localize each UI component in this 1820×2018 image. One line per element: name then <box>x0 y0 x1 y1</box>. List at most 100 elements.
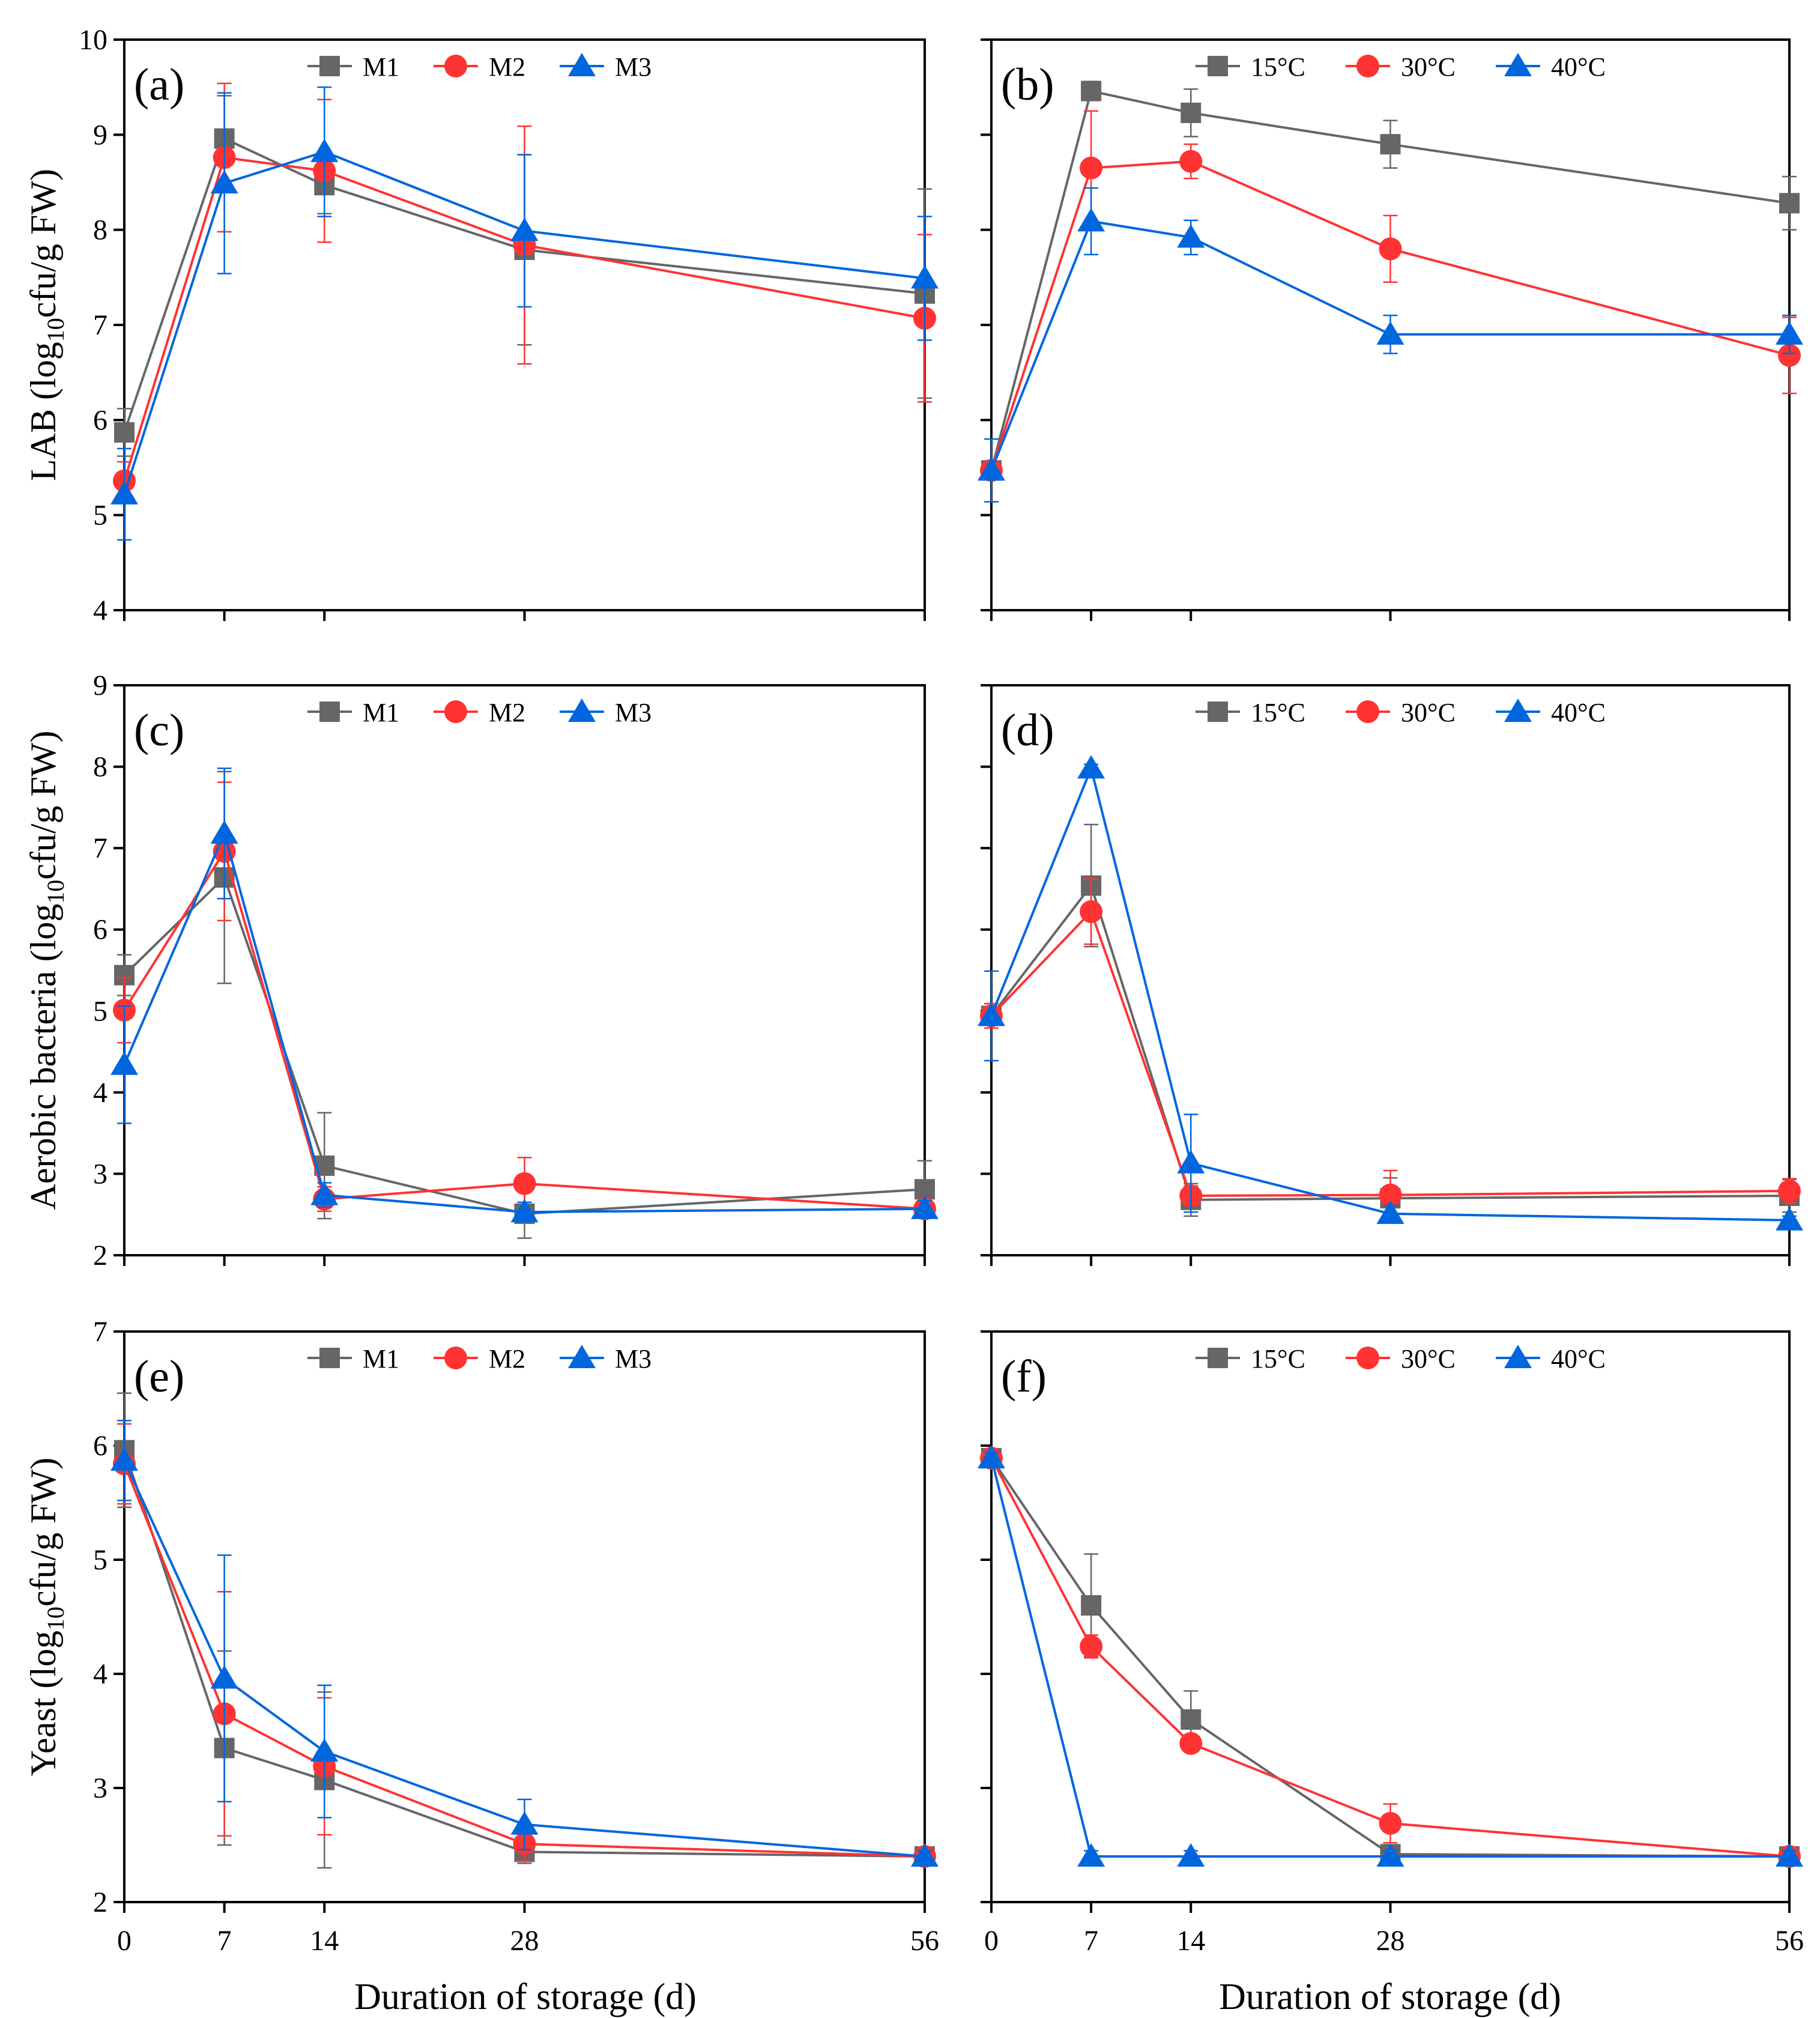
legend-label: M3 <box>615 52 652 82</box>
data-point <box>1376 321 1404 345</box>
legend-marker <box>444 55 467 77</box>
legend-label: M2 <box>489 52 525 82</box>
series-40C <box>978 187 1803 503</box>
data-point <box>911 1843 939 1867</box>
legend: 15°C 30°C 40°C <box>1196 52 1606 82</box>
series-40C <box>978 1444 1803 1867</box>
series-30C <box>980 110 1801 482</box>
y-tick-label: 6 <box>93 1430 107 1462</box>
panel-c: 2 3 4 5 6 7 8 9 Aerobic bacteria (log10cfu/g FW)… <box>23 670 939 1271</box>
panel-label: (c) <box>134 705 184 756</box>
data-point <box>1779 193 1800 214</box>
y-axis-title-part: cfu/g FW) <box>23 169 63 318</box>
data-point <box>114 422 135 443</box>
data-point <box>310 138 339 162</box>
legend-label: 15°C <box>1251 52 1305 82</box>
legend-label: M3 <box>615 698 652 727</box>
x-tick-label: 0 <box>984 1925 999 1957</box>
panel-label: (d) <box>1001 705 1054 756</box>
x-axis-title-left: Duration of storage (d) <box>354 1977 697 2017</box>
data-point <box>1379 237 1402 261</box>
legend: M1 M2 M3 <box>307 1344 652 1374</box>
legend-marker <box>1356 700 1379 723</box>
legend-item: 40°C <box>1496 698 1606 727</box>
legend-item: 30°C <box>1346 1344 1456 1374</box>
y-axis-title: Aerobic bacteria (log10cfu/g FW) <box>23 730 69 1210</box>
legend-item: 40°C <box>1496 52 1606 82</box>
legend-label: 15°C <box>1251 1344 1305 1374</box>
y-tick-label: 8 <box>93 751 107 783</box>
data-point <box>210 170 238 194</box>
x-tick-label: 56 <box>1775 1925 1804 1957</box>
legend-item: 15°C <box>1196 698 1305 727</box>
legend-item: 30°C <box>1346 52 1456 82</box>
y-axis-title-part: cfu/g FW) <box>23 730 63 879</box>
legend-label: M3 <box>615 1344 652 1374</box>
legend-item: 15°C <box>1196 1344 1305 1374</box>
legend-label: 40°C <box>1551 698 1606 727</box>
data-point <box>1179 150 1203 173</box>
panel-label: (b) <box>1001 59 1054 110</box>
data-point <box>210 820 238 844</box>
y-tick-label: 9 <box>93 119 107 151</box>
legend-marker <box>1208 56 1228 76</box>
legend-marker <box>319 1348 340 1368</box>
data-point <box>1380 134 1401 155</box>
y-tick-label: 6 <box>93 914 107 946</box>
legend-marker <box>568 698 596 722</box>
x-tick-label: 0 <box>117 1925 132 1957</box>
data-point <box>1081 1595 1102 1616</box>
data-point <box>911 265 939 289</box>
y-tick-label: 10 <box>79 24 107 56</box>
legend-label: 40°C <box>1551 1344 1606 1374</box>
data-point <box>1776 1843 1803 1867</box>
series-M3 <box>110 86 939 541</box>
series-M3 <box>110 1419 939 1867</box>
legend-marker <box>444 700 467 723</box>
y-axis-title: LAB (log10cfu/g FW) <box>23 169 69 481</box>
panel-label: (e) <box>134 1351 184 1402</box>
x-tick-label: 7 <box>217 1925 232 1957</box>
legend-label: M2 <box>489 1344 525 1374</box>
data-point <box>513 1172 536 1195</box>
legend-item: 40°C <box>1496 1344 1606 1374</box>
y-axis-title-subscript: 10 <box>42 880 69 904</box>
legend-marker <box>319 701 340 722</box>
x-tick-label: 14 <box>310 1925 339 1957</box>
y-axis-title: Yeast (log10cfu/g FW) <box>23 1458 69 1777</box>
x-tick-label: 28 <box>1376 1925 1405 1957</box>
data-point <box>1080 1635 1103 1658</box>
y-tick-label: 2 <box>93 1240 107 1271</box>
data-point <box>1181 102 1202 123</box>
data-point <box>1179 1732 1203 1755</box>
legend-item: M2 <box>434 52 525 82</box>
y-tick-label: 2 <box>93 1886 107 1918</box>
legend: 15°C 30°C 40°C <box>1196 1344 1606 1374</box>
y-tick-label: 5 <box>93 500 107 532</box>
legend-label: M1 <box>363 698 399 727</box>
data-point <box>978 457 1005 481</box>
legend-label: 30°C <box>1401 1344 1456 1374</box>
data-point <box>911 1195 939 1219</box>
legend-marker <box>1356 1347 1379 1369</box>
panel-d: (d) 15°C 30°C 40°C <box>978 684 1803 1266</box>
legend-marker <box>1356 55 1379 77</box>
y-tick-label: 7 <box>93 832 107 864</box>
y-axis-title-subscript: 10 <box>42 1607 69 1631</box>
y-tick-label: 5 <box>93 995 107 1027</box>
legend-item: M1 <box>307 1344 399 1374</box>
data-point <box>1776 321 1803 345</box>
x-axis-title-right: Duration of storage (d) <box>1219 1977 1561 2017</box>
legend: M1 M2 M3 <box>307 698 652 727</box>
data-point <box>210 1665 238 1689</box>
data-point <box>1376 1200 1404 1224</box>
y-tick-label: 8 <box>93 214 107 246</box>
legend-label: M1 <box>363 52 399 82</box>
data-point <box>1077 208 1105 232</box>
legend-marker <box>1504 1345 1532 1368</box>
legend-label: 30°C <box>1401 698 1456 727</box>
y-tick-label: 6 <box>93 404 107 436</box>
data-point <box>110 1447 138 1471</box>
